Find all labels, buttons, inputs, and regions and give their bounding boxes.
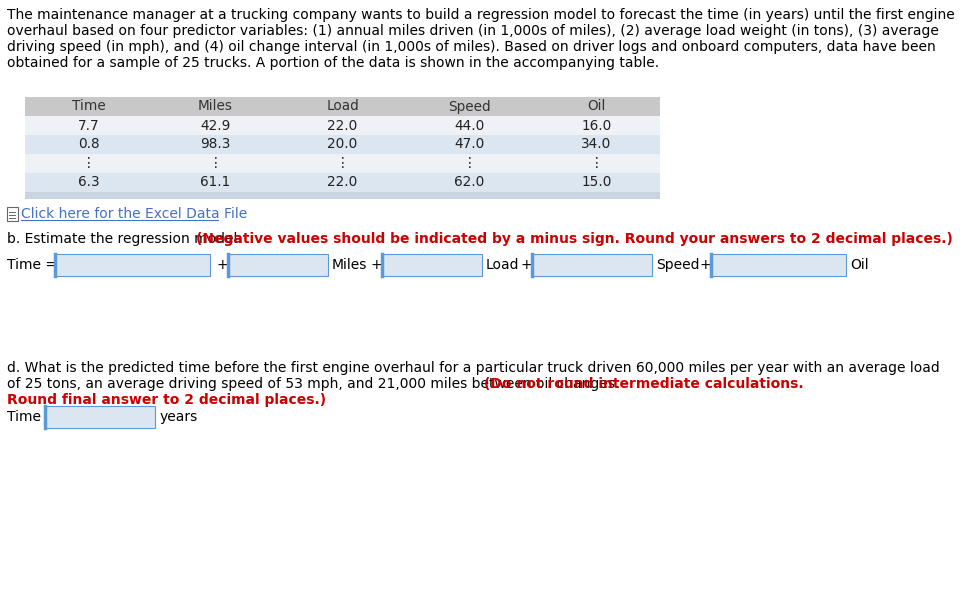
FancyBboxPatch shape (25, 97, 660, 116)
Text: 22.0: 22.0 (327, 175, 358, 189)
Text: Speed: Speed (448, 100, 491, 114)
Text: 44.0: 44.0 (455, 119, 485, 133)
Text: ⋮: ⋮ (336, 156, 349, 170)
Text: 7.7: 7.7 (77, 119, 99, 133)
FancyBboxPatch shape (25, 192, 660, 199)
Text: Round final answer to 2 decimal places.): Round final answer to 2 decimal places.) (7, 393, 326, 407)
Text: Time: Time (72, 100, 106, 114)
Text: 34.0: 34.0 (581, 137, 612, 152)
Text: ⋮: ⋮ (463, 156, 476, 170)
Text: obtained for a sample of 25 trucks. A portion of the data is shown in the accomp: obtained for a sample of 25 trucks. A po… (7, 56, 660, 70)
FancyBboxPatch shape (25, 116, 660, 135)
FancyBboxPatch shape (7, 207, 18, 221)
FancyBboxPatch shape (25, 154, 660, 173)
Text: ⋮: ⋮ (209, 156, 222, 170)
Text: 42.9: 42.9 (200, 119, 230, 133)
Text: 98.3: 98.3 (200, 137, 230, 152)
FancyBboxPatch shape (45, 406, 155, 428)
Text: Time =: Time = (7, 258, 57, 272)
FancyBboxPatch shape (532, 254, 652, 276)
Text: 16.0: 16.0 (581, 119, 612, 133)
Text: years: years (160, 410, 198, 424)
Text: driving speed (in mph), and (4) oil change interval (in 1,000s of miles). Based : driving speed (in mph), and (4) oil chan… (7, 40, 936, 54)
Text: 15.0: 15.0 (581, 175, 612, 189)
Text: (Negative values should be indicated by a minus sign. Round your answers to 2 de: (Negative values should be indicated by … (196, 232, 953, 246)
Text: +: + (699, 258, 710, 272)
Text: 47.0: 47.0 (455, 137, 485, 152)
FancyBboxPatch shape (55, 254, 210, 276)
Text: Load: Load (326, 100, 359, 114)
Text: +: + (216, 258, 227, 272)
Text: The maintenance manager at a trucking company wants to build a regression model : The maintenance manager at a trucking co… (7, 8, 955, 22)
Text: 61.1: 61.1 (200, 175, 230, 189)
FancyBboxPatch shape (25, 135, 660, 154)
Text: ⋮: ⋮ (590, 156, 604, 170)
Text: Miles: Miles (198, 100, 233, 114)
Text: +: + (520, 258, 531, 272)
FancyBboxPatch shape (382, 254, 482, 276)
Text: Oil: Oil (587, 100, 606, 114)
FancyBboxPatch shape (228, 254, 328, 276)
Text: Oil: Oil (850, 258, 868, 272)
Text: b. Estimate the regression model.: b. Estimate the regression model. (7, 232, 246, 246)
Text: ⋮: ⋮ (81, 156, 95, 170)
Text: +: + (370, 258, 381, 272)
Text: 6.3: 6.3 (77, 175, 99, 189)
Text: Load: Load (486, 258, 519, 272)
Text: 20.0: 20.0 (327, 137, 358, 152)
FancyBboxPatch shape (711, 254, 846, 276)
Text: 62.0: 62.0 (455, 175, 485, 189)
FancyBboxPatch shape (25, 173, 660, 192)
Text: (Do not round intermediate calculations.: (Do not round intermediate calculations. (484, 377, 804, 391)
Text: 22.0: 22.0 (327, 119, 358, 133)
Text: d. What is the predicted time before the first engine overhaul for a particular : d. What is the predicted time before the… (7, 361, 940, 375)
Text: Speed: Speed (656, 258, 700, 272)
Text: overhaul based on four predictor variables: (1) annual miles driven (in 1,000s o: overhaul based on four predictor variabl… (7, 24, 939, 38)
Text: Click here for the Excel Data File: Click here for the Excel Data File (21, 207, 247, 221)
Text: 0.8: 0.8 (77, 137, 99, 152)
Text: of 25 tons, an average driving speed of 53 mph, and 21,000 miles between oil cha: of 25 tons, an average driving speed of … (7, 377, 623, 391)
Text: Time: Time (7, 410, 41, 424)
Text: Miles: Miles (332, 258, 368, 272)
